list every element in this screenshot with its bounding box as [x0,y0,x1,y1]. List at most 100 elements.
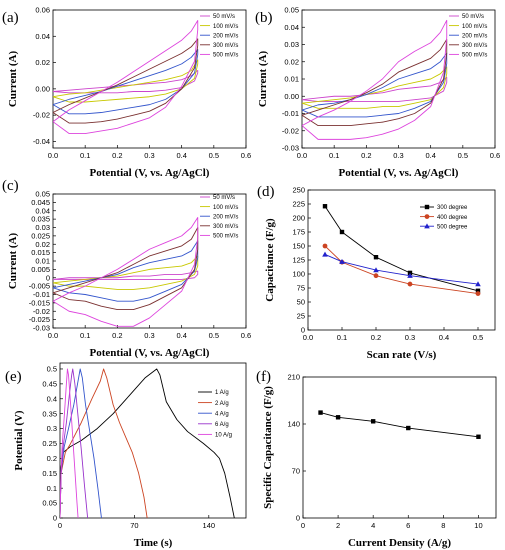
legend-label: 100 mV/s [213,24,238,30]
legend-label: 10 A/g [215,433,232,439]
x-tick-label: 0 [58,521,62,530]
series-group [322,204,481,296]
series-line [302,19,448,140]
panel-letter-f: (f) [256,369,271,385]
legend-label: 500 mV/s [462,53,487,59]
y-tick-label: 0.03 [284,40,299,49]
series-line [53,70,199,94]
data-point [373,273,379,279]
legend-marker [424,214,430,220]
x-tick-label: 6 [406,521,410,530]
y-axis-title: Current (A) [7,233,19,290]
y-tick-label: 0.02 [35,58,50,67]
y-tick-label: 0.4 [47,394,57,403]
data-point [373,255,379,260]
x-axis-title: Potential (V, vs. Ag/AgCl) [90,347,210,359]
x-tick-label: 0.5 [209,151,219,160]
series-line [60,368,235,518]
y-tick-label: 0 [53,514,57,523]
y-tick-label: 200 [292,214,305,223]
x-tick-label: 0.4 [176,151,186,160]
legend: 1 A/g 2 A/g 4 A/g 6 A/g 10 A/g [198,390,232,439]
y-axis-title: Current (A) [7,51,19,108]
y-axis-title: Capacitance (F/g) [264,218,276,302]
data-point [407,272,413,278]
x-tick-label: 0.0 [297,151,307,160]
legend-label: 500 degree [437,224,468,230]
x-tick-label: 0.5 [458,151,468,160]
x-tick-label: 0.3 [144,151,154,160]
plot-frame [59,362,247,519]
x-tick-label: 0.4 [176,331,186,340]
y-tick-label: 175 [292,228,305,237]
x-tick-label: 0.2 [112,331,122,340]
y-tick-label: 0.15 [42,469,57,478]
data-point [373,267,379,273]
series-group [318,410,481,439]
x-tick-label: 0.1 [329,151,339,160]
legend-label: 200 mV/s [213,214,238,220]
legend-label: 500 mV/s [213,53,238,59]
plot-frame [302,376,497,519]
y-tick-label: 0.045 [31,198,50,207]
series-line [60,368,89,518]
legend-label: 500 mV/s [213,234,238,240]
y-tick-label: -0.02 [33,111,50,120]
legend: 50 mV/s 100 mV/s 200 mV/s 300 mV/s 500 mV/s [200,14,238,59]
x-axis-title: Time (s) [134,537,173,549]
y-tick-label: 0.04 [35,32,50,41]
y-tick-label: 250 [292,186,305,195]
y-tick-label: 0.02 [35,240,50,249]
legend-marker [424,204,430,210]
series-line [53,216,199,327]
y-tick-label: 0.35 [42,409,57,418]
data-point [322,243,328,249]
x-tick-label: 0.4 [439,333,449,342]
series-line [60,368,148,518]
y-axis-title: Current (A) [257,51,269,108]
y-tick-label: 0.05 [35,190,50,199]
y-tick-label: 0.00 [284,92,299,101]
x-tick-label: 0.5 [473,333,483,342]
y-tick-label: 0.025 [31,231,50,240]
data-point [475,288,481,293]
panel-b: (b) 0.0 0.1 0.2 0.3 0.4 0.5 0.6 -0.03 -0.02 -0.01 0… [255,6,500,179]
panel-f: (f) 0 2 4 6 8 10 0 70 140 210 Current Density (A/g)… [256,369,497,549]
series-line [302,76,448,102]
y-tick-label: 50 [297,298,305,307]
y-axis-title: Potential (V) [13,410,25,471]
y-tick-label: 225 [292,200,305,209]
y-tick-label: 0.2 [47,454,57,463]
y-tick-label: 0.015 [31,248,50,257]
y-tick-label: 0.01 [284,75,299,84]
y-tick-label: -0.03 [282,144,299,153]
x-tick-label: 0.1 [337,333,347,342]
y-tick-label: 140 [287,420,300,429]
x-tick-label: 0.1 [80,331,90,340]
y-tick-label: 0.05 [284,6,299,15]
data-point [322,204,328,209]
y-tick-label: 0.035 [31,215,50,224]
panel-d: (d) 0.0 0.1 0.2 0.3 0.4 0.5 0 25 50 75 100 125 150 175… [257,184,496,361]
x-tick-label: 0.6 [241,331,251,340]
y-tick-label: 0.06 [35,6,50,15]
x-tick-label: 0.3 [144,331,154,340]
data-point [476,434,481,439]
x-tick-label: 0.6 [490,151,500,160]
series-line [53,255,199,290]
legend-label: 300 mV/s [462,43,487,49]
legend-label: 50 mV/s [213,195,235,201]
data-point [318,410,323,415]
data-point [339,229,345,235]
y-tick-label: -0.005 [29,282,50,291]
legend-label: 2 A/g [215,401,229,407]
data-point [407,281,413,287]
y-tick-label: 100 [292,270,305,279]
data-point [322,251,328,257]
legend-label: 400 degree [437,215,468,221]
y-tick-label: 0.25 [42,439,57,448]
y-tick-label: 0.1 [47,484,57,493]
x-tick-label: 0 [301,521,305,530]
y-tick-label: 0.04 [284,23,299,32]
